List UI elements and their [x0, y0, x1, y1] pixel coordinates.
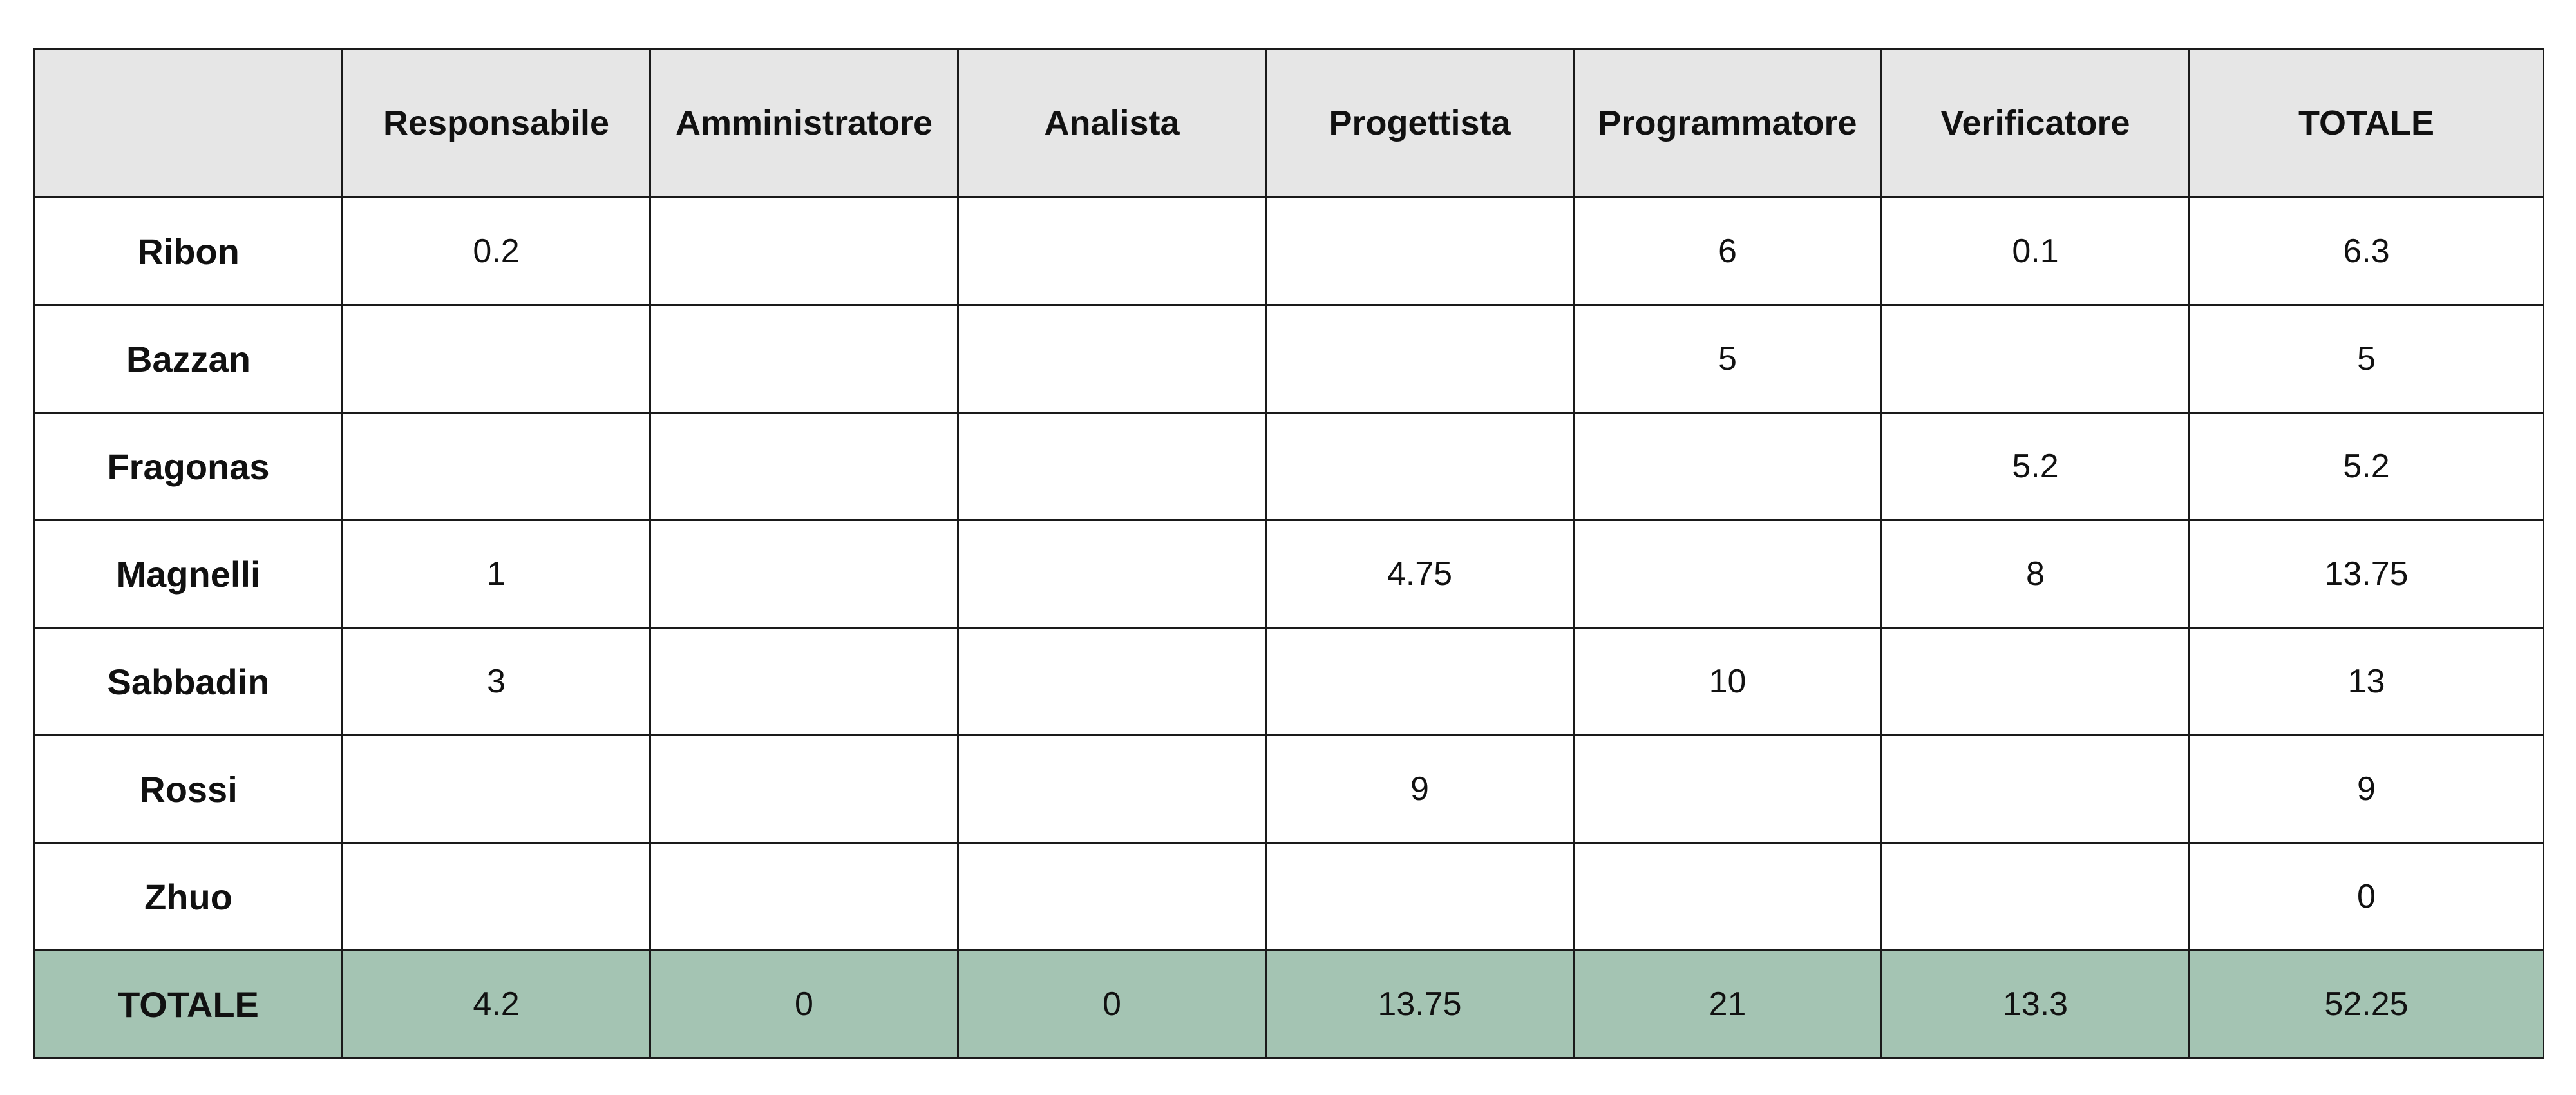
column-total-cell: 13.3: [1880, 949, 2190, 1059]
table-cell: 1: [341, 519, 651, 629]
table-cell: [1880, 627, 2190, 736]
row-label-ribon: Ribon: [33, 196, 343, 306]
table-cell: [341, 304, 651, 414]
column-header-totale: TOTALE: [2188, 48, 2544, 198]
table-cell: [649, 842, 959, 951]
row-total-cell: 6.3: [2188, 196, 2544, 306]
table-cell: 4.75: [1265, 519, 1575, 629]
column-header-progettista: Progettista: [1265, 48, 1575, 198]
table-row: Zhuo 0: [33, 842, 2544, 951]
table-row: Magnelli 1 4.75 8 13.75: [33, 519, 2544, 629]
role-hours-table: Responsabile Amministratore Analista Pro…: [33, 48, 2544, 1059]
column-header-responsabile: Responsabile: [341, 48, 651, 198]
table-cell: 8: [1880, 519, 2190, 629]
table-cell: [649, 304, 959, 414]
table-cell: 0.2: [341, 196, 651, 306]
table-cell: 5: [1573, 304, 1882, 414]
table-cell: 5.2: [1880, 412, 2190, 521]
table-cell: [649, 196, 959, 306]
table-cell: [1573, 842, 1882, 951]
row-total-cell: 13: [2188, 627, 2544, 736]
row-label-zhuo: Zhuo: [33, 842, 343, 951]
table-cell: [1265, 627, 1575, 736]
table-cell: [649, 412, 959, 521]
table-cell: [957, 842, 1267, 951]
column-total-cell: 21: [1573, 949, 1882, 1059]
table-cell: [957, 304, 1267, 414]
table-cell: [341, 842, 651, 951]
row-total-cell: 0: [2188, 842, 2544, 951]
table-row: Sabbadin 3 10 13: [33, 627, 2544, 736]
table-cell: [957, 734, 1267, 844]
table-cell: 3: [341, 627, 651, 736]
column-total-cell: 13.75: [1265, 949, 1575, 1059]
role-hours-table-wrapper: Responsabile Amministratore Analista Pro…: [33, 48, 2544, 1059]
row-label-sabbadin: Sabbadin: [33, 627, 343, 736]
row-label-bazzan: Bazzan: [33, 304, 343, 414]
table-cell: 6: [1573, 196, 1882, 306]
column-header-analista: Analista: [957, 48, 1267, 198]
row-label-magnelli: Magnelli: [33, 519, 343, 629]
table-cell: 9: [1265, 734, 1575, 844]
table-cell: [341, 734, 651, 844]
row-total-cell: 5.2: [2188, 412, 2544, 521]
column-header-verificatore: Verificatore: [1880, 48, 2190, 198]
table-cell: [1265, 304, 1575, 414]
table-cell: [341, 412, 651, 521]
column-header-programmatore: Programmatore: [1573, 48, 1882, 198]
table-cell: [1265, 196, 1575, 306]
grand-total-cell: 52.25: [2188, 949, 2544, 1059]
table-cell: [1573, 519, 1882, 629]
table-row: Rossi 9 9: [33, 734, 2544, 844]
column-total-cell: 4.2: [341, 949, 651, 1059]
table-cell: [957, 519, 1267, 629]
totals-row-label: TOTALE: [33, 949, 343, 1059]
column-header-amministratore: Amministratore: [649, 48, 959, 198]
table-cell: [1880, 734, 2190, 844]
table-cell: [1265, 842, 1575, 951]
row-total-cell: 5: [2188, 304, 2544, 414]
row-total-cell: 13.75: [2188, 519, 2544, 629]
corner-header-cell: [33, 48, 343, 198]
totals-row: TOTALE 4.2 0 0 13.75 21 13.3 52.25: [33, 949, 2544, 1059]
table-cell: 10: [1573, 627, 1882, 736]
row-label-rossi: Rossi: [33, 734, 343, 844]
table-cell: [649, 734, 959, 844]
table-cell: [1265, 412, 1575, 521]
table-row: Bazzan 5 5: [33, 304, 2544, 414]
column-total-cell: 0: [649, 949, 959, 1059]
table-cell: [1880, 304, 2190, 414]
table-row: Ribon 0.2 6 0.1 6.3: [33, 196, 2544, 306]
table-cell: [649, 627, 959, 736]
table-cell: [957, 412, 1267, 521]
table-cell: [649, 519, 959, 629]
table-cell: [957, 627, 1267, 736]
column-total-cell: 0: [957, 949, 1267, 1059]
table-cell: [1880, 842, 2190, 951]
table-cell: [1573, 734, 1882, 844]
header-row: Responsabile Amministratore Analista Pro…: [33, 48, 2544, 198]
table-cell: [957, 196, 1267, 306]
table-cell: [1573, 412, 1882, 521]
row-total-cell: 9: [2188, 734, 2544, 844]
row-label-fragonas: Fragonas: [33, 412, 343, 521]
table-cell: 0.1: [1880, 196, 2190, 306]
table-row: Fragonas 5.2 5.2: [33, 412, 2544, 521]
